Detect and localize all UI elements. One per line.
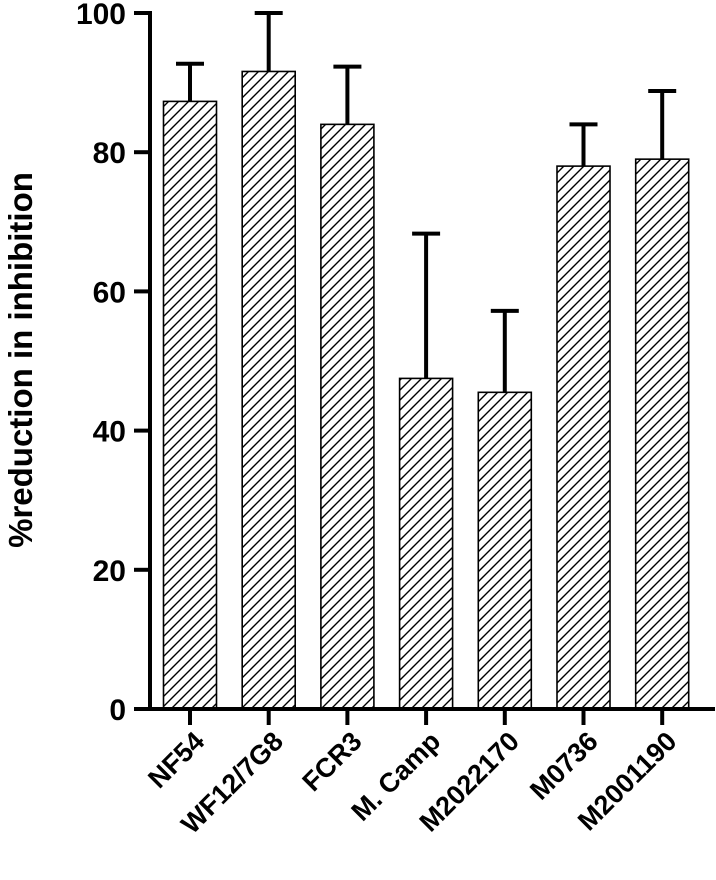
- bar-5: [556, 165, 611, 710]
- y-tick-label-1: 20: [93, 555, 126, 588]
- y-axis-title: %reduction in inhibition: [2, 172, 39, 548]
- x-tick-label-0: NF54: [142, 726, 210, 794]
- y-tick-label-5: 100: [76, 0, 126, 31]
- bar-1: [241, 70, 296, 710]
- x-tick-label-5: M0736: [524, 726, 604, 806]
- error-bars: [176, 11, 677, 393]
- y-tick-label-4: 80: [93, 137, 126, 170]
- bar-3: [398, 377, 454, 710]
- y-tick-label-2: 40: [93, 416, 126, 449]
- x-tick-label-2: FCR3: [297, 726, 368, 797]
- y-tick-label-3: 60: [93, 276, 126, 309]
- bar-0: [162, 100, 218, 710]
- bar-2: [320, 123, 375, 710]
- y-tick-label-0: 0: [109, 694, 126, 727]
- axes: [148, 11, 715, 711]
- bars: [162, 70, 690, 710]
- bar-4: [477, 391, 533, 710]
- y-ticks: 0 20 40 60 80 100: [76, 0, 150, 727]
- bar-6: [634, 158, 690, 710]
